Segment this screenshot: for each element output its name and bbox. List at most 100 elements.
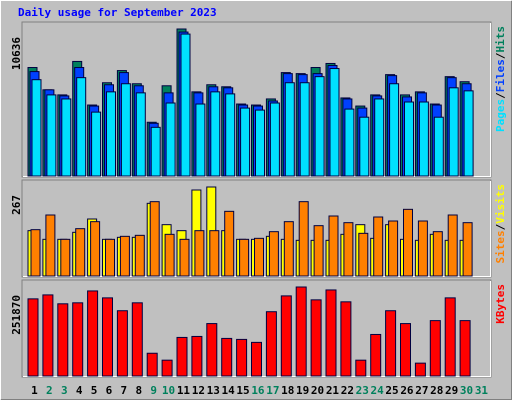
bar	[295, 286, 307, 377]
bar	[61, 98, 72, 177]
x-tick-label: 18	[281, 384, 294, 397]
bar	[314, 76, 325, 177]
bar	[359, 116, 370, 177]
bar	[119, 235, 130, 277]
x-tick-label: 29	[445, 384, 458, 397]
x-tick-label: 8	[135, 384, 142, 397]
bar	[355, 359, 367, 377]
legend-entry: Sites	[494, 230, 507, 263]
bar	[385, 310, 397, 377]
x-tick-label: 11	[177, 384, 191, 397]
x-tick-label: 25	[385, 384, 398, 397]
x-tick-label: 22	[341, 384, 354, 397]
bar	[444, 297, 456, 377]
bar	[358, 232, 369, 277]
bar	[206, 323, 218, 377]
bar	[131, 302, 143, 377]
x-tick-label: 3	[61, 384, 68, 397]
bar	[403, 208, 413, 277]
bar	[225, 93, 236, 177]
x-tick-label: 15	[236, 384, 249, 397]
bar	[179, 238, 190, 277]
chart-title: Daily usage for September 2023	[18, 6, 217, 19]
bar	[463, 90, 474, 177]
bar	[209, 230, 220, 277]
bar	[105, 238, 115, 277]
x-tick-label: 7	[121, 384, 128, 397]
x-tick-label: 23	[356, 384, 369, 397]
bar	[150, 126, 161, 177]
bar	[417, 220, 428, 277]
bar	[76, 77, 87, 177]
bar	[31, 79, 42, 177]
x-tick-label: 20	[311, 384, 324, 397]
x-tick-label: 13	[207, 384, 220, 397]
bar	[221, 337, 233, 377]
bar	[239, 238, 250, 277]
legend-entry: Hits	[494, 26, 507, 53]
bar	[164, 233, 175, 277]
bar	[195, 103, 206, 177]
bar	[236, 338, 248, 377]
x-tick-label: 17	[266, 384, 279, 397]
bar	[462, 222, 473, 277]
bar	[329, 68, 340, 177]
x-tick-label: 5	[91, 384, 98, 397]
legend-entry: Visits	[494, 184, 507, 224]
bar	[45, 214, 56, 277]
x-tick-label: 30	[460, 384, 473, 397]
bar	[373, 216, 384, 277]
y-tick-label: 10636	[10, 37, 23, 70]
bar	[165, 102, 176, 177]
bar	[447, 214, 458, 277]
bar	[404, 101, 414, 177]
bar	[340, 301, 352, 377]
x-tick-label: 16	[251, 384, 265, 397]
bar	[448, 87, 459, 177]
bar	[176, 336, 188, 377]
bar	[432, 231, 443, 277]
x-tick-label: 27	[415, 384, 428, 397]
legend: Pages/Files/Hits	[494, 26, 507, 132]
bar	[374, 98, 385, 177]
x-tick-label: 1	[31, 384, 38, 397]
bar	[180, 33, 191, 177]
x-tick-label: 19	[296, 384, 309, 397]
bar	[343, 222, 354, 277]
bar	[194, 230, 205, 277]
bar	[265, 311, 277, 377]
bar	[116, 310, 128, 377]
x-tick-label: 2	[46, 384, 53, 397]
legend: KBytes	[494, 284, 507, 324]
bar	[91, 111, 102, 177]
bar	[370, 333, 382, 377]
bar	[254, 237, 264, 277]
bar	[268, 231, 279, 277]
bar	[284, 82, 295, 177]
bar	[120, 83, 131, 177]
bar	[433, 116, 444, 177]
bar	[388, 220, 399, 277]
bar	[240, 107, 251, 177]
bar	[389, 83, 400, 177]
bar	[46, 94, 57, 177]
x-tick-label: 12	[192, 384, 205, 397]
x-tick-label: 28	[430, 384, 443, 397]
bar	[161, 359, 173, 377]
x-tick-label: 10	[162, 384, 175, 397]
bar	[255, 109, 265, 177]
legend: Sites/Visits	[494, 184, 507, 264]
bar	[344, 108, 355, 177]
bar	[106, 91, 116, 177]
bar	[75, 228, 86, 277]
legend-separator: /	[494, 52, 507, 59]
x-tick-label: 24	[371, 384, 385, 397]
x-tick-label: 9	[150, 384, 157, 397]
y-tick-label: 251870	[10, 295, 23, 335]
bar	[191, 335, 203, 377]
bar	[280, 295, 292, 377]
bar	[283, 221, 294, 277]
x-tick-label: 14	[222, 384, 236, 397]
